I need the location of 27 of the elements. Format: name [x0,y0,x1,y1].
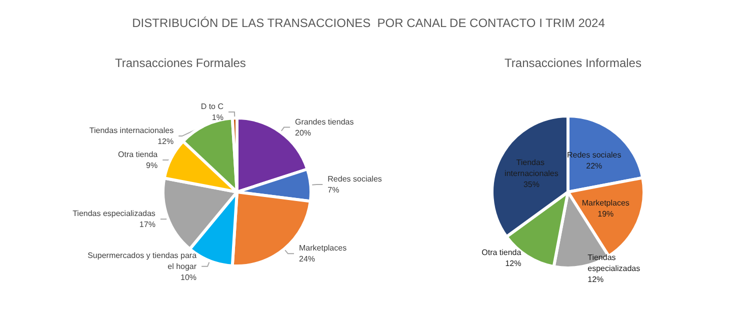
data-label: 12% [505,258,522,268]
data-label: 12% [158,137,174,146]
data-label: 12% [588,275,604,284]
chart-subtitle: Transacciones Formales [115,56,246,70]
slice-label: Otra tienda [482,248,522,257]
data-label: 22% [586,161,602,170]
slice-label: Supermercados y tiendas para el hogar [88,250,198,271]
data-label: 1% [212,113,224,122]
data-label: 7% [328,185,340,194]
data-label: 19% [598,209,614,218]
data-label: 24% [298,254,316,264]
slice-label: Grandes tiendas [295,117,354,126]
chart-title: Transacciones Informales [504,56,642,70]
slice-label: Tiendas internacionales [504,158,558,178]
slice-label: Tiendas especializadas [72,209,156,218]
data-label: 35% [523,180,540,189]
slice-label: D to C [200,102,224,112]
slice-label: Redes sociales [328,174,382,184]
data-label: 20% [295,128,312,138]
slice-label: Tiendas internacionales [89,126,174,136]
slice-label: Marketplaces [298,244,347,253]
data-label: 9% [146,161,158,170]
data-label: 10% [180,272,197,282]
slice-label: Marketplaces [582,198,630,208]
chart-title: DISTRIBUCIÓN DE LAS TRANSACCIONES POR CANAL DE CONTACTO I TRIM 2024 [132,16,606,30]
slice-label: Otra tienda [118,150,158,160]
data-label: 17% [139,220,156,230]
